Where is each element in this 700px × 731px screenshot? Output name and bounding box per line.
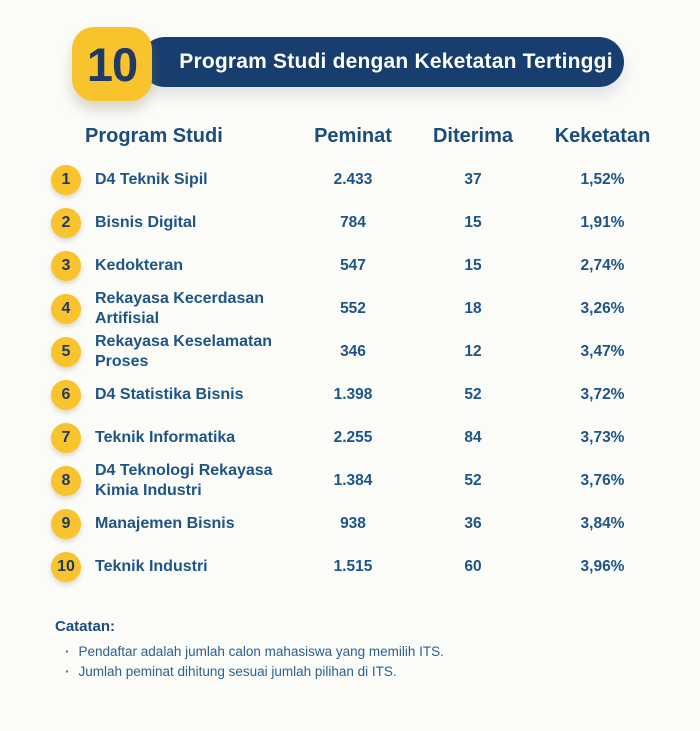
- table-row: 6 D4 Statistika Bisnis 1.398 52 3,72%: [51, 373, 663, 416]
- diterima-value: 84: [464, 428, 482, 446]
- peminat-value: 1.384: [333, 471, 373, 489]
- note-text: Jumlah peminat dihitung sesuai jumlah pi…: [78, 664, 397, 679]
- peminat-value: 938: [340, 514, 366, 532]
- bullet-icon: ·: [65, 644, 70, 659]
- keketatan-value: 1,91%: [580, 213, 625, 231]
- header: 10 Program Studi dengan Keketatan Tertin…: [0, 0, 700, 112]
- note-text: Pendaftar adalah jumlah calon mahasiswa …: [78, 644, 444, 659]
- notes-section: Catatan: · Pendaftar adalah jumlah calon…: [55, 618, 660, 682]
- keketatan-value: 3,76%: [580, 471, 625, 489]
- rank-badge: 9: [51, 508, 81, 539]
- rank-cell: 8: [51, 465, 95, 496]
- rank-cell: 4: [51, 293, 95, 324]
- rank-badge: 3: [51, 250, 81, 281]
- diterima-value: 36: [464, 514, 482, 532]
- diterima-value: 37: [464, 170, 482, 188]
- peminat-value: 784: [340, 213, 366, 231]
- rank-badge: 1: [51, 164, 81, 195]
- program-name: Bisnis Digital: [95, 213, 197, 231]
- diterima-value: 15: [464, 256, 482, 274]
- program-name: Rekayasa Kecerdasan Artifisial: [95, 289, 265, 327]
- keketatan-value: 3,84%: [580, 514, 625, 532]
- diterima-value: 18: [464, 299, 482, 317]
- column-header-diterima: Diterima: [432, 124, 514, 147]
- program-name: Manajemen Bisnis: [95, 514, 235, 532]
- peminat-value: 1.398: [333, 385, 373, 403]
- count-badge: 10: [72, 27, 152, 101]
- peminat-value: 1.515: [333, 557, 373, 575]
- rank-cell: 2: [51, 207, 95, 238]
- program-name: Teknik Industri: [95, 557, 208, 575]
- page-title: Program Studi dengan Keketatan Tertinggi: [179, 50, 613, 73]
- peminat-value: 2.433: [333, 170, 373, 188]
- rank-badge: 4: [51, 293, 81, 324]
- rank-badge: 6: [51, 379, 81, 410]
- program-name: Rekayasa Keselamatan Proses: [95, 332, 273, 370]
- table-row: 10 Teknik Industri 1.515 60 3,96%: [51, 545, 663, 588]
- rank-cell: 3: [51, 250, 95, 281]
- table-row: 4 Rekayasa Kecerdasan Artifisial 552 18 …: [51, 287, 663, 330]
- keketatan-value: 3,72%: [580, 385, 625, 403]
- rank-badge: 10: [51, 551, 81, 582]
- keketatan-value: 1,52%: [580, 170, 625, 188]
- rank-badge: 7: [51, 422, 81, 453]
- keketatan-value: 3,26%: [580, 299, 625, 317]
- keketatan-value: 3,47%: [580, 342, 625, 360]
- keketatan-value: 3,73%: [580, 428, 625, 446]
- bullet-icon: ·: [65, 664, 70, 679]
- program-name: D4 Teknologi Rekayasa Kimia Industri: [95, 461, 273, 499]
- peminat-value: 552: [340, 299, 366, 317]
- peminat-value: 547: [340, 256, 366, 274]
- rank-badge: 2: [51, 207, 81, 238]
- table-row: 8 D4 Teknologi Rekayasa Kimia Industri 1…: [51, 459, 663, 502]
- program-name: Teknik Informatika: [95, 428, 236, 446]
- table-row: 7 Teknik Informatika 2.255 84 3,73%: [51, 416, 663, 459]
- diterima-value: 52: [464, 385, 482, 403]
- note-item: · Pendaftar adalah jumlah calon mahasisw…: [55, 642, 660, 662]
- diterima-value: 60: [464, 557, 482, 575]
- rank-badge: 5: [51, 336, 81, 367]
- note-item: · Jumlah peminat dihitung sesuai jumlah …: [55, 662, 660, 682]
- keketatan-table: Program Studi Peminat Diterima Keketatan…: [51, 118, 663, 588]
- table-row: 9 Manajemen Bisnis 938 36 3,84%: [51, 502, 663, 545]
- rank-cell: 10: [51, 551, 95, 582]
- table-row: 5 Rekayasa Keselamatan Proses 346 12 3,4…: [51, 330, 663, 373]
- table-row: 1 D4 Teknik Sipil 2.433 37 1,52%: [51, 158, 663, 201]
- table-header-row: Program Studi Peminat Diterima Keketatan: [51, 118, 663, 154]
- column-header-program-studi: Program Studi: [85, 124, 223, 147]
- peminat-value: 346: [340, 342, 366, 360]
- table-row: 2 Bisnis Digital 784 15 1,91%: [51, 201, 663, 244]
- program-name: D4 Statistika Bisnis: [95, 385, 244, 403]
- program-name: Kedokteran: [95, 256, 184, 274]
- title-pill: Program Studi dengan Keketatan Tertinggi: [140, 37, 624, 87]
- keketatan-value: 3,96%: [580, 557, 625, 575]
- program-name: D4 Teknik Sipil: [95, 170, 208, 188]
- rank-cell: 1: [51, 164, 95, 195]
- rank-cell: 6: [51, 379, 95, 410]
- table-row: 3 Kedokteran 547 15 2,74%: [51, 244, 663, 287]
- diterima-value: 12: [464, 342, 482, 360]
- rank-cell: 7: [51, 422, 95, 453]
- rank-cell: 5: [51, 336, 95, 367]
- notes-title: Catatan:: [55, 618, 116, 635]
- diterima-value: 15: [464, 213, 482, 231]
- rank-cell: 9: [51, 508, 95, 539]
- peminat-value: 2.255: [333, 428, 373, 446]
- table-body: 1 D4 Teknik Sipil 2.433 37 1,52% 2 Bisni…: [51, 158, 663, 588]
- count-badge-number: 10: [86, 37, 138, 91]
- column-header-peminat: Peminat: [314, 124, 392, 147]
- rank-badge: 8: [51, 465, 81, 496]
- keketatan-value: 2,74%: [580, 256, 625, 274]
- column-header-keketatan: Keketatan: [554, 124, 651, 147]
- diterima-value: 52: [464, 471, 482, 489]
